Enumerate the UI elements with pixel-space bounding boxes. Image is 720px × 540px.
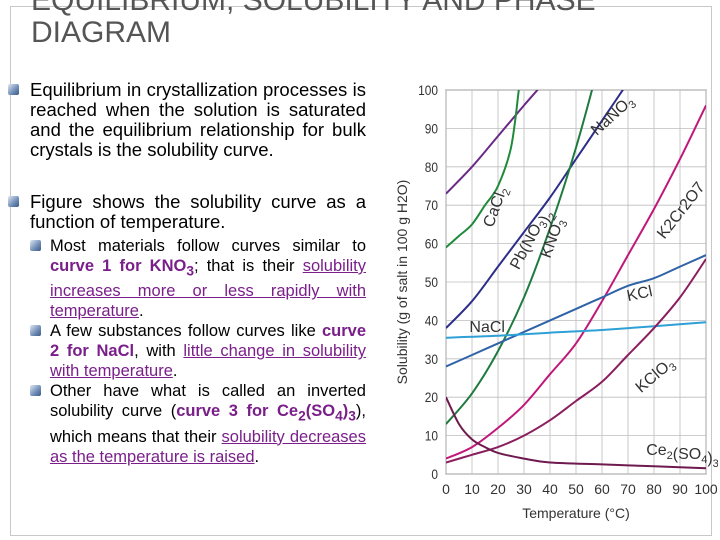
x-tick-label: 30 [516, 481, 532, 497]
x-tick-label: 100 [694, 481, 718, 497]
y-tick-label: 0 [431, 466, 438, 482]
x-tick-label: 50 [568, 481, 584, 497]
curve-2-highlight: curve 2 for NaCl [50, 322, 366, 361]
series-line-pb-no3-2 [446, 90, 624, 329]
series-line-nano3 [446, 90, 539, 195]
series-line-kno3 [446, 90, 594, 425]
y-tick-label: 40 [425, 312, 438, 328]
ce-underline: solubility decreases as the temperature … [50, 427, 366, 466]
sub-bullet-nacl: A few substances follow curves like curv… [8, 321, 366, 381]
x-tick-label: 70 [620, 481, 636, 497]
curve-label-kcl: KCl [625, 283, 654, 305]
x-axis-label: Temperature (°C) [522, 505, 630, 521]
x-tick-label: 80 [646, 481, 662, 497]
title-line-1: EQUILIBRIUM, SOLUBILITY AND PHASE [31, 0, 596, 17]
y-tick-label: 70 [425, 197, 438, 213]
y-tick-label: 80 [425, 159, 438, 175]
y-tick-label: 90 [425, 120, 438, 136]
series-line-kcl [446, 254, 706, 368]
y-tick-label: 60 [425, 236, 438, 252]
series-line-k2cr2o7 [446, 104, 706, 460]
x-tick-label: 20 [490, 481, 506, 497]
curve-label-nacl: NaCl [469, 319, 505, 336]
sub-bullet-ce2so43: Other have what is called an inverted so… [8, 381, 366, 466]
slide-frame: EQUILIBRIUM, SOLUBILITY AND PHASE DIAGRA… [10, 0, 712, 536]
x-tick-label: 90 [672, 481, 688, 497]
bullet-marker-icon [30, 385, 41, 397]
nacl-underline: little change in solubility with tempera… [50, 342, 366, 381]
y-tick-label: 20 [425, 389, 438, 405]
x-tick-label: 0 [442, 481, 450, 497]
series-line-nacl [446, 321, 706, 339]
bullet-marker-icon [30, 240, 41, 251]
y-tick-label: 30 [425, 351, 438, 367]
bullet-figure: Figure shows the solubility curve as a f… [8, 192, 366, 232]
solubility-chart: 0 10 20 30 40 50 60 70 80 90 100 0 10 20 30 40 50 60 70 80 9… [394, 82, 718, 521]
slide-title: EQUILIBRIUM, SOLUBILITY AND PHASE DIAGRA… [31, 0, 711, 49]
x-tick-label: 60 [594, 481, 610, 497]
bullet-marker-icon [8, 196, 19, 207]
title-line-2: DIAGRAM [31, 16, 172, 49]
y-axis-label: Solubility (g of salt in 100 g H2O) [394, 180, 410, 385]
sub-bullet-kno3: Most materials follow curves similar to … [8, 236, 366, 321]
curve-1-highlight: curve 1 for KNO3 [50, 257, 194, 279]
curve-label-ce2-so4-3: Ce2(SO4)3 [646, 442, 718, 470]
kno3-underline: solubility increases more or less rapidl… [50, 257, 366, 321]
curve-3-highlight: curve 3 for Ce2(SO4)3 [176, 402, 356, 424]
y-tick-label: 100 [418, 82, 438, 98]
x-tick-label: 40 [542, 481, 558, 497]
y-tick-label: 10 [425, 428, 438, 444]
bullet-equilibrium: Equilibrium in crystallization processes… [8, 80, 366, 160]
series-line-ce2-so4-3 [446, 396, 706, 470]
series-line-cacl2 [446, 90, 520, 249]
x-tick-label: 10 [464, 481, 480, 497]
bullet-marker-icon [8, 84, 19, 95]
bullet-marker-icon [30, 325, 41, 337]
y-tick-label: 50 [425, 274, 438, 290]
bullet-list: Equilibrium in crystallization processes… [8, 80, 366, 467]
